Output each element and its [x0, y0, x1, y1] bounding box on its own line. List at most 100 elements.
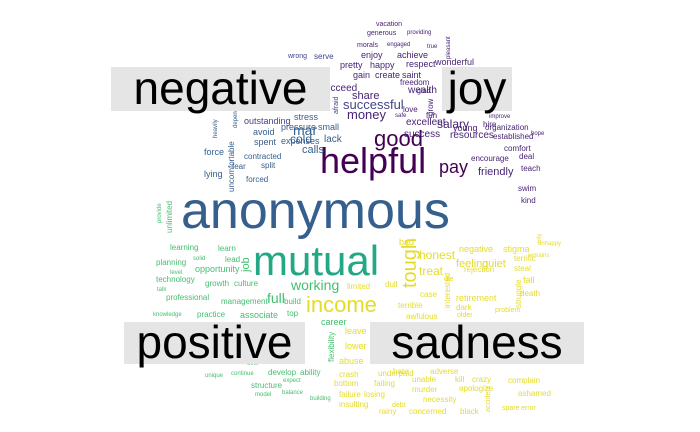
- cloud-word: expenses: [281, 136, 320, 146]
- cloud-word: struggle: [514, 279, 523, 308]
- cloud-word: young: [453, 123, 478, 133]
- cloud-word: ability: [300, 368, 321, 377]
- cloud-word: practice: [197, 310, 226, 319]
- cloud-word: mutual: [253, 237, 380, 284]
- positive-panel: positive: [124, 319, 305, 365]
- sadness-panel: sadness: [370, 316, 584, 369]
- cloud-word: encourage: [471, 154, 509, 163]
- cloud-word: anonymous: [181, 182, 450, 240]
- cloud-word: crash: [339, 370, 359, 379]
- cloud-word: gain: [353, 70, 371, 80]
- cloud-word: working: [291, 277, 340, 293]
- cloud-word: top: [287, 309, 299, 318]
- cloud-word: organization: [485, 123, 529, 132]
- cloud-word: expect: [283, 378, 301, 384]
- cloud-word: spare: [502, 405, 520, 412]
- cloud-word: learn: [218, 244, 236, 253]
- cloud-word: helpful: [320, 140, 427, 181]
- cloud-word: job: [240, 257, 252, 273]
- cloud-word: level: [170, 270, 183, 276]
- cloud-word: unhappy: [538, 241, 562, 247]
- cloud-word: pretty: [340, 60, 363, 70]
- cloud-word: full: [267, 290, 285, 306]
- cloud-word: afraid: [333, 96, 340, 114]
- cloud-word: swim: [518, 184, 537, 193]
- cloud-word: death: [520, 289, 541, 298]
- cloud-word: income: [306, 292, 377, 317]
- cloud-word: learning: [170, 243, 199, 252]
- cloud-word: losing: [364, 390, 385, 399]
- cloud-word: pressure: [281, 122, 317, 132]
- cloud-word: interested: [443, 272, 452, 308]
- cloud-word: wonderful: [435, 57, 475, 67]
- cloud-word: growth: [205, 279, 230, 288]
- cloud-word: offer: [247, 361, 259, 367]
- cloud-word: create: [375, 70, 401, 80]
- cloud-word: excellent: [406, 117, 446, 128]
- cloud-word: share: [352, 90, 380, 102]
- cloud-word: lying: [204, 169, 223, 179]
- cloud-word: feeling: [456, 258, 489, 270]
- cloud-word: dark: [456, 303, 472, 312]
- negative-label: negative: [133, 62, 308, 115]
- cloud-word: insulting: [339, 400, 369, 409]
- cloud-word: salary: [437, 117, 470, 131]
- cloud-word: freedom: [400, 78, 430, 87]
- cloud-word: resources: [450, 130, 494, 141]
- cloud-word: opportunity: [195, 264, 240, 274]
- cloud-word: comfort: [504, 144, 531, 153]
- cloud-word: limited: [347, 282, 371, 291]
- cloud-word: problem: [495, 307, 521, 314]
- cloud-word: lead: [225, 255, 241, 264]
- cloud-word: success: [404, 129, 441, 140]
- cloud-word: dull: [385, 280, 398, 289]
- cloud-word: flexibility: [327, 331, 336, 363]
- negative-panel: negative: [111, 62, 330, 115]
- cloud-word: unique: [205, 373, 224, 379]
- cloud-word: terrific: [514, 254, 536, 263]
- sadness-label: sadness: [391, 316, 563, 369]
- cloud-word: fear: [232, 162, 246, 171]
- cloud-word: career: [321, 317, 347, 327]
- cloud-word: failure: [339, 390, 361, 399]
- cloud-word: knowledge: [153, 312, 182, 318]
- cloud-word: unlimited: [165, 200, 174, 233]
- cloud-word: awfulous: [406, 312, 438, 321]
- cloud-word: crazy: [472, 375, 492, 384]
- cloud-word: rainy: [379, 407, 397, 416]
- cloud-word: cold: [290, 132, 313, 146]
- cloud-word: deal: [519, 152, 535, 161]
- cloud-word: underpaid: [378, 369, 414, 378]
- cloud-word: case: [420, 290, 437, 299]
- cloud-word: solid: [193, 256, 206, 262]
- cloud-word: fall: [523, 275, 535, 285]
- cloud-word: concerned: [409, 407, 447, 416]
- cloud-word: complain: [508, 376, 541, 385]
- cloud-word: accident: [485, 386, 492, 413]
- cloud-word: continue: [231, 371, 254, 377]
- cloud-word: generous: [367, 30, 397, 37]
- cloud-word: hate: [393, 367, 409, 376]
- cloud-word: kind: [521, 196, 536, 205]
- cloud-word: successful: [343, 97, 404, 112]
- cloud-word: hope: [531, 131, 545, 137]
- cloud-word: necessity: [423, 395, 457, 404]
- cloud-word: steal: [514, 264, 531, 273]
- cloud-word: true: [427, 44, 438, 50]
- cloud-word: morals: [357, 42, 379, 49]
- cloud-word: adverse: [430, 367, 459, 376]
- cloud-word: spent: [254, 137, 277, 147]
- cloud-word: apologize: [459, 384, 494, 393]
- cloud-word: unable: [412, 375, 437, 384]
- cloud-word: vacation: [376, 21, 403, 28]
- cloud-word: error: [521, 405, 536, 412]
- cloud-word: honest: [419, 248, 456, 262]
- cloud-word: friendly: [478, 166, 514, 178]
- cloud-word: money: [347, 107, 387, 122]
- cloud-word: love: [403, 105, 418, 114]
- cloud-word: force: [204, 147, 225, 157]
- cloud-word: structure: [251, 381, 283, 390]
- cloud-word: treat: [419, 264, 444, 278]
- cloud-word: fun: [426, 111, 438, 120]
